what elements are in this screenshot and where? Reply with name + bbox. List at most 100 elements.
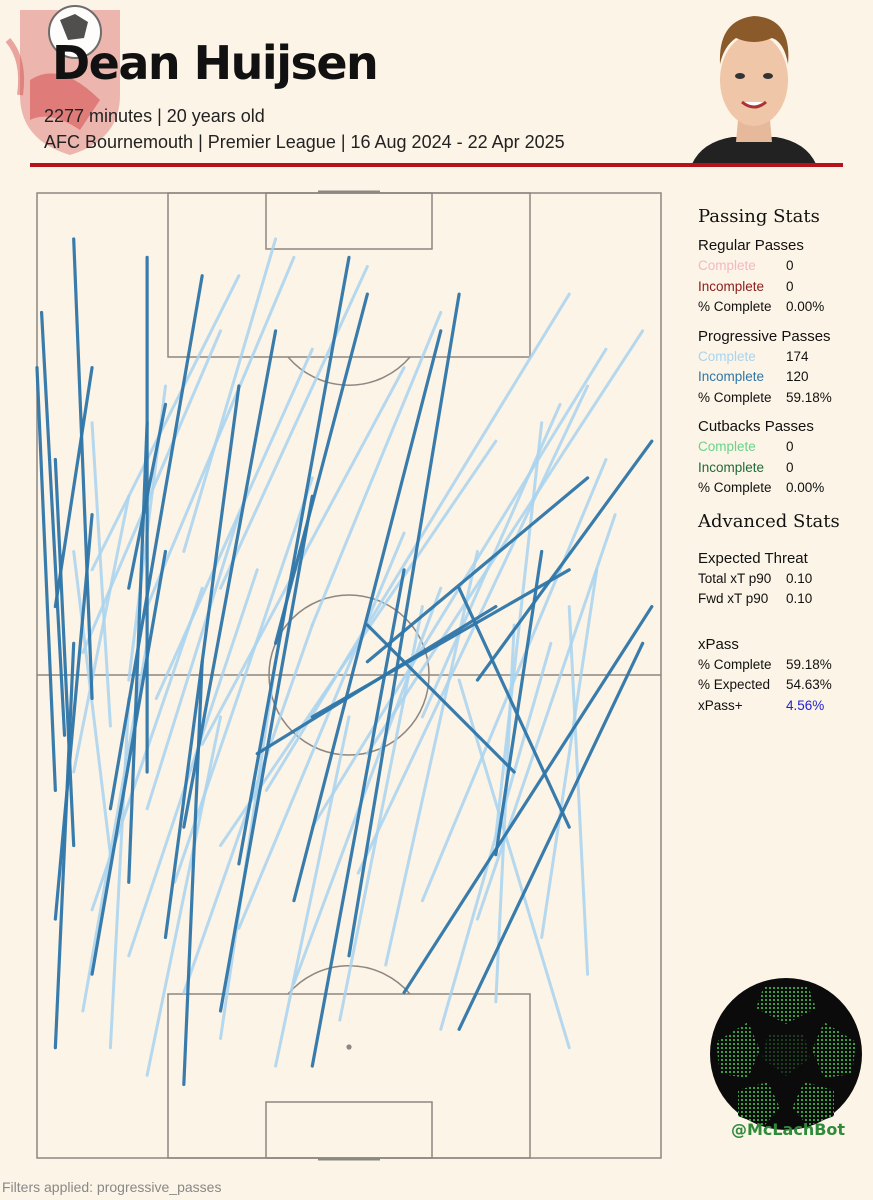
- xpass-plus-label: xPass+: [698, 697, 743, 713]
- penalty-spot: [346, 1044, 352, 1050]
- incomplete-pass-line: [273, 292, 369, 645]
- progressive-passes-group: Progressive Passes Complete 174 Incomple…: [698, 328, 868, 411]
- complete-pass-line: [494, 421, 544, 838]
- stat-row: Complete 0: [698, 258, 868, 279]
- pass-map-pitch: [35, 190, 662, 1161]
- xpass-title: xPass: [698, 635, 739, 653]
- cutbacks-pct-value: 0.00%: [786, 480, 825, 495]
- regular-pct-value: 0.00%: [786, 299, 825, 314]
- progressive-pct-value: 59.18%: [786, 389, 832, 405]
- regular-incomplete-label: Incomplete: [698, 278, 765, 294]
- complete-pass-line: [237, 531, 406, 930]
- xpass-complete-label: % Complete: [698, 656, 772, 672]
- incomplete-pass-line: [90, 549, 168, 976]
- complete-pass-line: [145, 513, 241, 811]
- complete-pass-line: [540, 568, 599, 939]
- regular-complete-value: 0: [786, 258, 794, 273]
- cutbacks-passes-group: Cutbacks Passes Complete 0 Incomplete 0 …: [698, 418, 868, 501]
- player-name: Dean Huijsen: [52, 36, 379, 90]
- incomplete-pass-line: [475, 439, 654, 682]
- player-photo: [692, 2, 816, 164]
- complete-pass-line: [72, 549, 112, 857]
- progressive-complete-value: 174: [786, 348, 809, 364]
- cutbacks-complete-value: 0: [786, 439, 794, 454]
- incomplete-pass-line: [347, 292, 461, 958]
- cutbacks-incomplete-label: Incomplete: [698, 459, 765, 475]
- passing-stats-title: Passing Stats: [698, 206, 820, 227]
- complete-pass-line: [457, 678, 571, 1050]
- stat-row: Incomplete 0: [698, 279, 868, 300]
- stat-row: Incomplete 120: [698, 369, 868, 390]
- cutbacks-pct-label: % Complete: [698, 480, 772, 495]
- regular-complete-label: Complete: [698, 258, 756, 273]
- stat-row: % Expected 54.63%: [698, 677, 868, 698]
- expected-threat-group: Expected Threat Total xT p90 0.10 Fwd xT…: [698, 550, 868, 612]
- xpass-complete-value: 59.18%: [786, 656, 832, 672]
- xpass-expected-value: 54.63%: [786, 677, 832, 692]
- stat-row: Complete 174: [698, 349, 868, 370]
- complete-pass-line: [182, 237, 278, 553]
- stat-row: Incomplete 0: [698, 460, 868, 481]
- pass-lines: [35, 237, 654, 1087]
- complete-pass-line: [173, 476, 314, 884]
- stat-row: xPass+ 4.56%: [698, 698, 868, 719]
- progressive-pct-label: % Complete: [698, 389, 772, 405]
- incomplete-pass-line: [182, 660, 204, 1087]
- cutbacks-incomplete-value: 0: [786, 459, 794, 475]
- club-crest-icon: [5, 5, 120, 155]
- complete-pass-line: [145, 255, 296, 609]
- stat-row: % Complete 59.18%: [698, 657, 868, 678]
- incomplete-pass-line: [494, 549, 544, 857]
- incomplete-pass-line: [292, 329, 443, 903]
- progressive-passes-title: Progressive Passes: [698, 327, 831, 345]
- complete-pass-line: [145, 715, 223, 1077]
- complete-pass-line: [384, 549, 479, 967]
- incomplete-pass-line: [53, 457, 76, 848]
- stat-row: Complete 0: [698, 439, 868, 460]
- complete-pass-line: [90, 421, 112, 728]
- complete-pass-line: [90, 274, 241, 572]
- incomplete-pass-line: [108, 274, 204, 811]
- xpass-plus-value: 4.56%: [786, 697, 825, 713]
- regular-passes-title: Regular Passes: [698, 237, 804, 254]
- progressive-incomplete-label: Incomplete: [698, 369, 765, 384]
- complete-pass-line: [154, 347, 314, 700]
- regular-incomplete-value: 0: [786, 278, 794, 294]
- incomplete-pass-line: [35, 366, 57, 792]
- complete-pass-line: [292, 586, 443, 985]
- stat-row: % Complete 59.18%: [698, 390, 868, 411]
- incomplete-pass-line: [39, 310, 67, 737]
- progressive-incomplete-value: 120: [786, 369, 809, 384]
- fwd-xt-label: Fwd xT p90: [698, 591, 769, 606]
- stat-row: % Complete 0.00%: [698, 480, 868, 501]
- complete-pass-line: [365, 329, 645, 756]
- incomplete-pass-line: [53, 641, 76, 1050]
- regular-passes-group: Regular Passes Complete 0 Incomplete 0 %…: [698, 237, 868, 320]
- cutbacks-passes-title: Cutbacks Passes: [698, 418, 814, 435]
- badge-handle: @McLachBot: [730, 1120, 846, 1139]
- xpass-group: xPass % Complete 59.18% % Expected 54.63…: [698, 636, 868, 719]
- incomplete-pass-line: [218, 494, 314, 1013]
- complete-pass-line: [108, 696, 131, 1050]
- stat-row: % Complete 0.00%: [698, 299, 868, 320]
- complete-pass-line: [219, 265, 369, 590]
- complete-pass-line: [127, 568, 259, 958]
- complete-pass-line: [475, 513, 617, 921]
- progressive-complete-label: Complete: [698, 348, 756, 364]
- complete-pass-line: [356, 384, 590, 875]
- incomplete-pass-line: [237, 255, 351, 866]
- regular-pct-label: % Complete: [698, 299, 772, 314]
- competition-meta: AFC Bournemouth | Premier League | 16 Au…: [44, 132, 565, 152]
- incomplete-pass-line: [127, 421, 149, 884]
- expected-threat-title: Expected Threat: [698, 549, 808, 567]
- incomplete-pass-line: [53, 366, 94, 609]
- player-meta: 2277 minutes | 20 years old: [44, 106, 265, 126]
- stat-row: Fwd xT p90 0.10: [698, 591, 868, 612]
- cutbacks-complete-label: Complete: [698, 439, 756, 454]
- total-xt-label: Total xT p90: [698, 570, 772, 586]
- incomplete-pass-line: [310, 568, 571, 719]
- fwd-xt-value: 0.10: [786, 591, 813, 606]
- incomplete-pass-line: [365, 476, 590, 664]
- complete-pass-line: [338, 605, 424, 1022]
- filters-footer: Filters applied: progressive_passes: [2, 1179, 222, 1195]
